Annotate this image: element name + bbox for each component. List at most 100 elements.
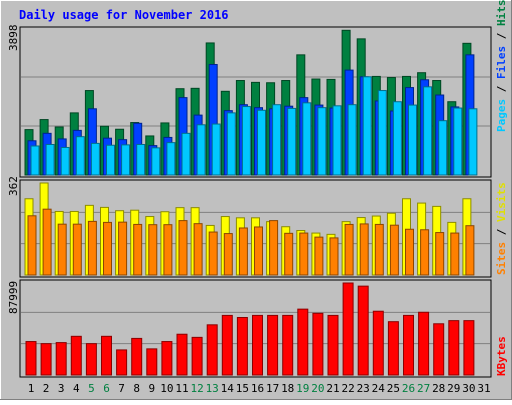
bar-kbytes-day-22 xyxy=(342,282,354,376)
chart-title: Daily usage for November 2016 xyxy=(19,8,229,22)
x-tick-label: 8 xyxy=(133,382,140,395)
kbytes-legend: KBytes xyxy=(495,336,508,376)
legend-kbytes: KBytes xyxy=(495,336,508,376)
bar-sites-day-24 xyxy=(374,223,384,276)
bar-kbytes-day-15 xyxy=(236,316,248,376)
x-tick-label: 17 xyxy=(266,382,279,395)
x-tick-label: 7 xyxy=(118,382,125,395)
bar-kbytes-day-21 xyxy=(327,314,339,376)
bar-kbytes-day-7 xyxy=(116,349,128,376)
x-tick-label: 16 xyxy=(251,382,264,395)
bar-sites-day-12 xyxy=(193,223,203,276)
visits-legend: Sites / Visits xyxy=(495,182,508,275)
bar-sites-day-9 xyxy=(148,224,158,276)
bar-kbytes-day-12 xyxy=(191,336,203,376)
bar-pages-day-5 xyxy=(90,142,100,176)
bar-kbytes-day-14 xyxy=(221,314,233,376)
x-tick-label: 25 xyxy=(387,382,400,395)
legend-pages: Pages xyxy=(495,99,508,132)
x-tick-label: 24 xyxy=(372,382,386,395)
kbytes-ymax-label: 87999 xyxy=(7,281,20,314)
bar-sites-day-26 xyxy=(405,228,414,276)
bar-pages-day-10 xyxy=(166,142,176,176)
bar-kbytes-day-28 xyxy=(433,323,445,376)
bar-sites-day-18 xyxy=(284,232,294,276)
bar-sites-day-16 xyxy=(254,226,263,276)
bar-sites-day-15 xyxy=(238,227,248,276)
x-tick-label: 1 xyxy=(28,382,35,395)
bar-pages-day-26 xyxy=(408,104,417,176)
bar-pages-day-8 xyxy=(136,143,146,176)
bar-sites-day-19 xyxy=(299,232,309,276)
bar-pages-day-17 xyxy=(272,104,282,176)
x-tick-label: 18 xyxy=(281,382,294,395)
x-tick-label: 9 xyxy=(148,382,155,395)
x-tick-label: 20 xyxy=(311,382,324,395)
bar-pages-day-7 xyxy=(121,144,131,176)
bar-sites-day-21 xyxy=(329,237,339,276)
bar-pages-day-19 xyxy=(302,102,312,176)
bars-layer xyxy=(21,29,490,376)
bar-kbytes-day-29 xyxy=(448,320,460,376)
bar-kbytes-day-18 xyxy=(282,314,294,376)
bar-pages-day-11 xyxy=(181,132,191,176)
bar-pages-day-20 xyxy=(317,107,327,176)
bar-pages-day-15 xyxy=(241,106,251,176)
x-tick-label: 19 xyxy=(296,382,309,395)
bar-pages-day-14 xyxy=(226,112,236,176)
x-tick-label: 26 xyxy=(402,382,415,395)
bar-pages-day-30 xyxy=(468,108,478,176)
legend-visits: Visits xyxy=(495,182,508,222)
bar-sites-day-4 xyxy=(72,223,82,276)
bar-sites-day-17 xyxy=(269,220,279,276)
bar-kbytes-day-16 xyxy=(252,314,263,376)
bar-pages-day-23 xyxy=(362,76,372,176)
bar-sites-day-10 xyxy=(163,224,173,276)
bar-kbytes-day-11 xyxy=(176,333,188,376)
bar-sites-day-28 xyxy=(435,232,445,276)
x-tick-label: 12 xyxy=(190,382,203,395)
legend-hits: Hits xyxy=(495,0,508,26)
bar-sites-day-11 xyxy=(178,220,188,276)
bar-pages-day-18 xyxy=(287,107,297,176)
bar-kbytes-day-8 xyxy=(131,337,143,376)
svg-text:Sites / Visits: Sites / Visits xyxy=(495,182,508,275)
bar-pages-day-16 xyxy=(257,109,266,176)
legend-files: Files xyxy=(495,46,508,79)
bar-kbytes-day-5 xyxy=(85,343,97,376)
bar-sites-day-30 xyxy=(465,225,475,276)
hits-ymax-label: 3898 xyxy=(7,25,20,52)
x-tick-label: 10 xyxy=(160,382,173,395)
bar-kbytes-day-19 xyxy=(297,308,309,376)
bar-kbytes-day-17 xyxy=(267,314,279,376)
bar-kbytes-day-4 xyxy=(70,335,82,376)
bar-sites-day-23 xyxy=(359,223,369,276)
bar-kbytes-day-9 xyxy=(146,348,158,376)
bar-pages-day-9 xyxy=(151,147,161,176)
bar-sites-day-20 xyxy=(314,236,324,276)
bar-kbytes-day-25 xyxy=(387,321,399,376)
x-tick-label: 3 xyxy=(58,382,65,395)
bar-pages-day-25 xyxy=(392,101,402,176)
bar-sites-day-2 xyxy=(42,208,52,276)
bar-pages-day-13 xyxy=(211,123,221,176)
bar-kbytes-day-30 xyxy=(463,320,475,376)
bar-kbytes-day-24 xyxy=(372,310,384,376)
bar-sites-day-3 xyxy=(57,223,67,276)
hits-legend: Pages / Files / Hits xyxy=(495,0,508,132)
x-tick-label: 30 xyxy=(462,382,475,395)
bar-pages-day-27 xyxy=(423,86,433,176)
bar-pages-day-1 xyxy=(30,145,40,176)
bar-pages-day-24 xyxy=(377,90,387,176)
bar-pages-day-4 xyxy=(75,136,85,176)
x-tick-label: 5 xyxy=(88,382,95,395)
visits-ymax-label: 362 xyxy=(7,176,20,196)
bar-sites-day-1 xyxy=(27,215,37,276)
x-axis-labels: 1 2 3 4 5 6 7 8 9 10 11 12 13 14 15 16 17 18 19 20 21 22 23 24 2… xyxy=(28,382,491,395)
bar-kbytes-day-27 xyxy=(418,311,430,376)
x-tick-label: 29 xyxy=(447,382,460,395)
bar-kbytes-day-20 xyxy=(312,312,324,376)
bar-sites-day-22 xyxy=(344,223,354,276)
x-tick-label: 11 xyxy=(175,382,188,395)
